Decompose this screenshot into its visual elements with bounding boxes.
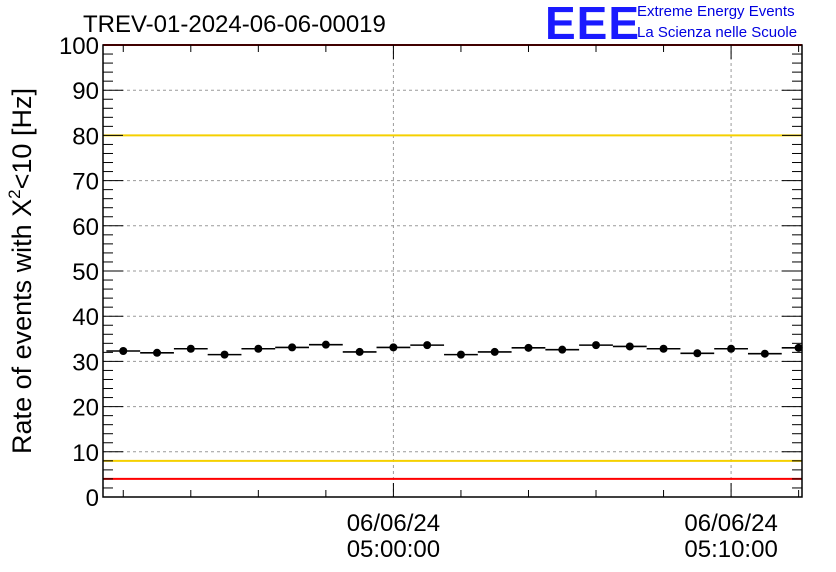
data-point bbox=[794, 343, 803, 352]
chart-title: TREV-01-2024-06-06-00019 bbox=[83, 11, 386, 38]
data-point bbox=[119, 347, 128, 356]
y-tick-label: 30 bbox=[72, 349, 99, 376]
reference-lines bbox=[103, 44, 802, 480]
data-points bbox=[106, 340, 803, 359]
y-tick-label: 20 bbox=[72, 395, 99, 422]
x-tick-label-date: 06/06/24 bbox=[347, 510, 440, 537]
axis-ticks bbox=[103, 44, 802, 498]
data-point bbox=[389, 343, 398, 352]
y-tick-label: 0 bbox=[86, 485, 99, 512]
data-point bbox=[659, 344, 668, 353]
data-point bbox=[727, 344, 736, 353]
y-tick-label: 40 bbox=[72, 304, 99, 331]
y-tick-label: 10 bbox=[72, 440, 99, 467]
y-axis-label-superscript: 2 bbox=[5, 189, 24, 198]
data-point bbox=[558, 345, 567, 354]
data-point bbox=[321, 340, 330, 349]
data-point bbox=[186, 344, 195, 353]
y-tick-label: 60 bbox=[72, 214, 99, 241]
grid-lines bbox=[103, 45, 802, 497]
x-tick-label-time: 05:10:00 bbox=[684, 536, 777, 563]
data-point bbox=[153, 348, 162, 357]
data-point bbox=[456, 350, 465, 359]
y-tick-labels: 0 10 20 30 40 50 60 70 80 90 100 bbox=[59, 33, 99, 512]
eee-logo: EEE bbox=[545, 0, 641, 49]
data-point bbox=[524, 343, 533, 352]
data-point bbox=[355, 347, 364, 356]
x-tick-label-time: 05:00:00 bbox=[347, 536, 440, 563]
y-tick-label: 100 bbox=[59, 33, 99, 60]
y-tick-label: 80 bbox=[72, 123, 99, 150]
y-axis-label-tail: <10 [Hz] bbox=[7, 88, 37, 189]
data-point bbox=[254, 344, 263, 353]
y-tick-label: 70 bbox=[72, 169, 99, 196]
data-point bbox=[693, 349, 702, 358]
logo-line-2: La Scienza nelle Scuole bbox=[637, 24, 798, 41]
y-axis-label: Rate of events with X2<10 [Hz] bbox=[5, 88, 37, 454]
y-tick-label: 50 bbox=[72, 259, 99, 286]
data-point bbox=[625, 342, 634, 351]
data-point bbox=[288, 343, 297, 352]
data-point bbox=[423, 341, 432, 350]
x-tick-label-date: 06/06/24 bbox=[684, 510, 777, 537]
data-point bbox=[220, 350, 229, 359]
logo-line-1: Extreme Energy Events bbox=[637, 3, 795, 20]
y-axis-label-main: Rate of events with X bbox=[7, 199, 37, 454]
data-point bbox=[490, 347, 499, 356]
data-point bbox=[760, 349, 769, 358]
data-point bbox=[592, 341, 601, 350]
y-tick-label: 90 bbox=[72, 78, 99, 105]
